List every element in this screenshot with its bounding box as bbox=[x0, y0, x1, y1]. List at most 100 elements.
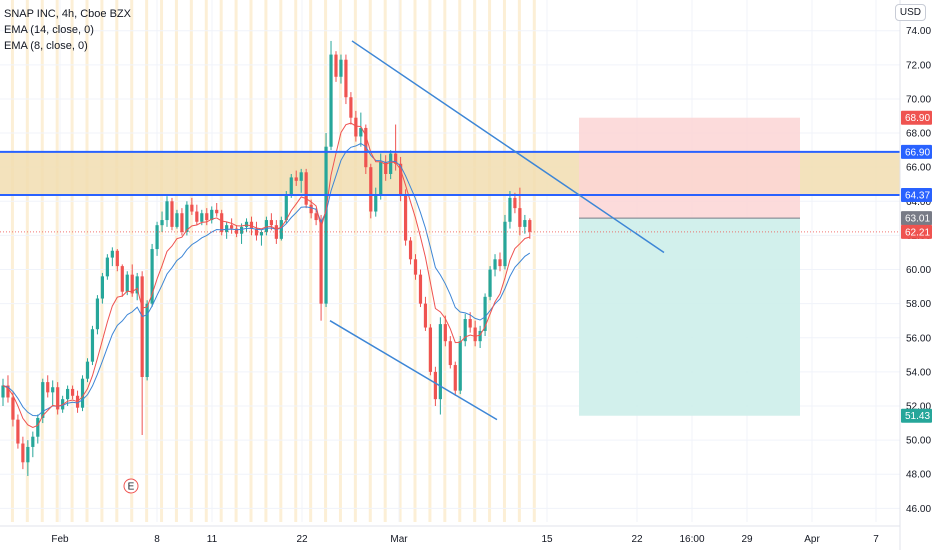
x-tick-label: 8 bbox=[154, 534, 160, 545]
legend-title[interactable]: SNAP INC, 4h, Cboe BZX bbox=[4, 8, 131, 20]
session-band bbox=[264, 0, 268, 522]
session-band bbox=[145, 0, 149, 522]
candle-body bbox=[483, 296, 487, 331]
session-band bbox=[40, 0, 44, 522]
candle-body bbox=[190, 204, 194, 212]
candle-body bbox=[523, 220, 527, 227]
session-band bbox=[488, 0, 492, 522]
session-band bbox=[473, 0, 477, 522]
candle-body bbox=[165, 201, 169, 221]
candle-body bbox=[384, 162, 388, 174]
candle-body bbox=[130, 274, 134, 294]
candle-body bbox=[150, 249, 154, 304]
candle-body bbox=[185, 204, 189, 232]
y-tick-label: 46.00 bbox=[906, 504, 931, 515]
session-band bbox=[517, 0, 521, 522]
price-tags: 68.90 66.90 64.37 63.01 62.21 51.43 bbox=[901, 110, 932, 423]
candle-body bbox=[339, 59, 343, 77]
session-band bbox=[25, 0, 29, 522]
legend-ema8[interactable]: EMA (8, close, 0) bbox=[4, 40, 88, 52]
candle-body bbox=[518, 208, 522, 227]
candle-body bbox=[269, 220, 273, 226]
candle-body bbox=[508, 197, 512, 222]
candle-body bbox=[16, 419, 20, 444]
candle-body bbox=[6, 385, 10, 398]
candle-body bbox=[90, 329, 95, 362]
candle-body bbox=[324, 146, 328, 304]
session-band bbox=[70, 0, 74, 522]
y-tick-label: 56.00 bbox=[906, 333, 931, 344]
candle-body bbox=[463, 319, 467, 342]
candle-body bbox=[51, 387, 55, 393]
price-tag-label: 62.21 bbox=[905, 227, 930, 238]
candle-body bbox=[230, 225, 234, 229]
candle-body bbox=[115, 250, 119, 267]
candle-body bbox=[95, 298, 100, 330]
y-tick-label: 54.00 bbox=[906, 367, 931, 378]
session-band bbox=[249, 0, 253, 522]
candle-body bbox=[259, 232, 264, 236]
price-tag-label: 66.90 bbox=[905, 147, 930, 158]
candle-body bbox=[329, 54, 333, 147]
candle-body bbox=[125, 274, 129, 292]
candle-body bbox=[399, 163, 403, 195]
session-band bbox=[383, 0, 387, 522]
session-band bbox=[309, 0, 313, 522]
price-tag bbox=[901, 110, 932, 125]
target-area bbox=[579, 218, 800, 416]
x-tick-label: 7 bbox=[873, 534, 879, 545]
candle-body bbox=[289, 177, 293, 195]
price-tag bbox=[901, 408, 932, 423]
candle-body bbox=[239, 226, 244, 234]
y-tick-label: 68.00 bbox=[906, 129, 931, 140]
x-tick-label: Mar bbox=[390, 534, 408, 545]
candle-body bbox=[299, 172, 303, 181]
drawn-lines[interactable]: E bbox=[0, 40, 900, 494]
session-band bbox=[443, 0, 447, 522]
candle-body bbox=[26, 446, 30, 463]
candle-body bbox=[210, 209, 214, 221]
candle-body bbox=[438, 324, 442, 400]
y-tick-label: 52.00 bbox=[906, 402, 931, 413]
short-position-tool[interactable] bbox=[579, 117, 800, 416]
x-tick-label: 15 bbox=[541, 534, 553, 545]
legend-ema14[interactable]: EMA (14, close, 0) bbox=[4, 24, 94, 36]
y-tick-label: 48.00 bbox=[906, 470, 931, 481]
candle-body bbox=[418, 274, 423, 304]
candle-body bbox=[200, 213, 204, 222]
x-tick-label: 11 bbox=[207, 534, 218, 545]
candle-body bbox=[294, 177, 298, 181]
session-band bbox=[458, 0, 462, 522]
candle-body bbox=[249, 221, 254, 229]
trendline bbox=[351, 40, 665, 254]
session-bands bbox=[10, 0, 536, 522]
price-tag-label: 63.01 bbox=[905, 214, 930, 225]
session-band bbox=[398, 0, 402, 522]
x-tick-label: 29 bbox=[741, 534, 753, 545]
candle-body bbox=[100, 276, 104, 299]
candle-body bbox=[354, 117, 358, 137]
candle-body bbox=[344, 59, 348, 98]
candle-body bbox=[314, 213, 318, 221]
trendline bbox=[329, 320, 498, 421]
session-band bbox=[160, 0, 164, 522]
candle-body bbox=[369, 167, 373, 212]
candle-body bbox=[528, 220, 532, 232]
y-tick-label: 58.00 bbox=[906, 299, 931, 310]
y-tick-label: 72.00 bbox=[906, 60, 931, 71]
candle-body bbox=[31, 436, 35, 447]
price-tag bbox=[901, 187, 932, 202]
ema14-line bbox=[2, 142, 531, 417]
currency-button[interactable]: USD bbox=[894, 4, 926, 21]
candle-body bbox=[304, 172, 308, 205]
session-band bbox=[219, 0, 223, 522]
candle-body bbox=[135, 276, 139, 294]
earnings-marker bbox=[123, 478, 139, 494]
candle-body bbox=[36, 417, 40, 437]
candle-body bbox=[155, 225, 159, 250]
candle-body bbox=[70, 388, 75, 396]
candle-body bbox=[180, 213, 184, 232]
candle-body bbox=[220, 213, 224, 232]
session-band bbox=[10, 0, 14, 522]
